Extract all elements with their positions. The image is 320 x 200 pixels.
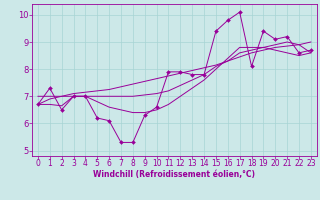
X-axis label: Windchill (Refroidissement éolien,°C): Windchill (Refroidissement éolien,°C) <box>93 170 255 179</box>
